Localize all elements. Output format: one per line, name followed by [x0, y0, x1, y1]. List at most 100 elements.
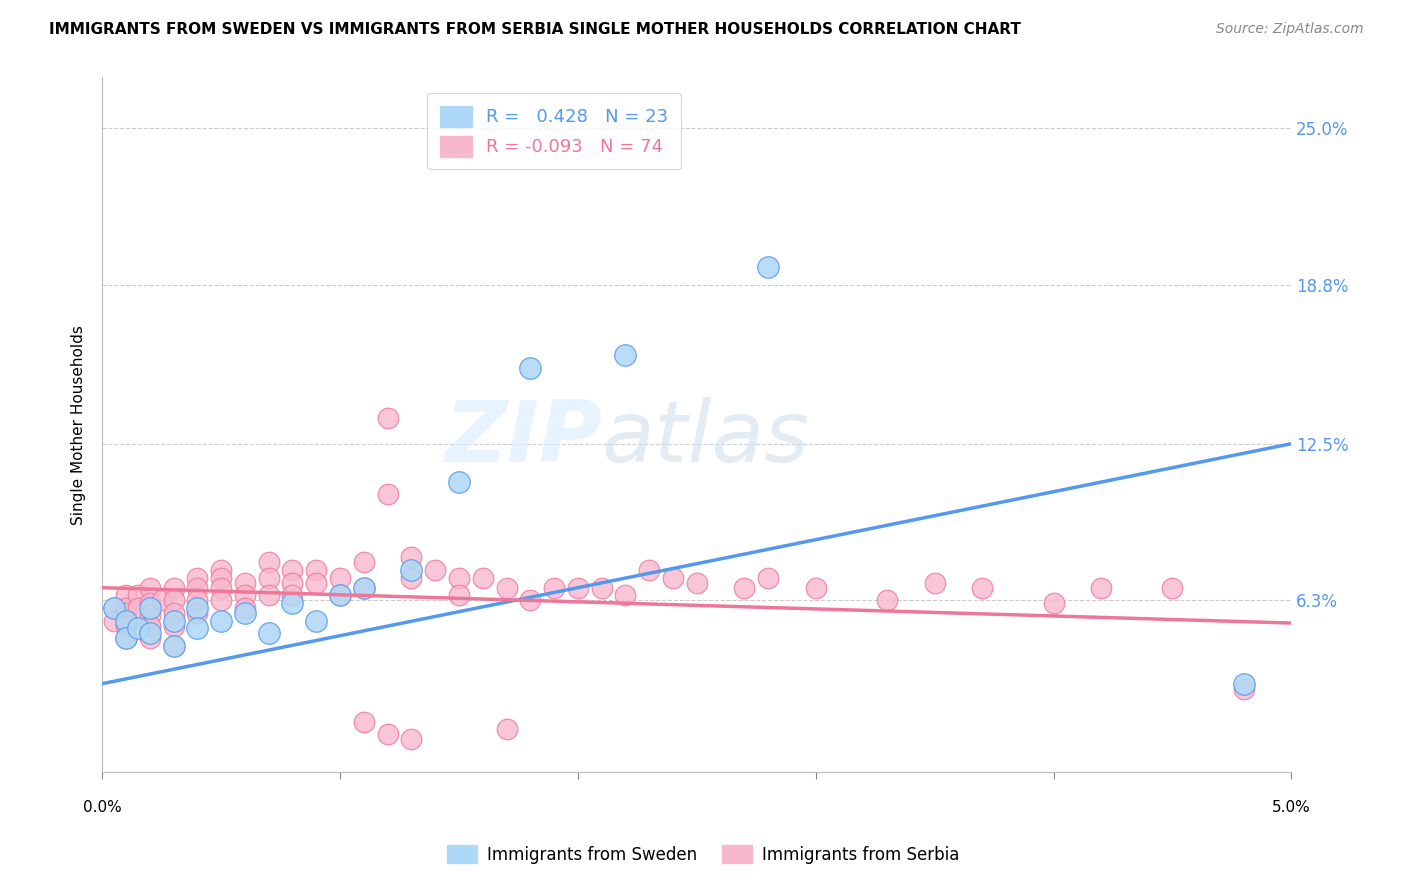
- Point: [139, 600, 162, 615]
- Point: [756, 571, 779, 585]
- Point: [162, 581, 184, 595]
- Point: [127, 588, 149, 602]
- Point: [305, 614, 328, 628]
- Point: [353, 581, 375, 595]
- Point: [209, 563, 232, 577]
- Point: [305, 575, 328, 590]
- Point: [186, 600, 208, 615]
- Point: [305, 563, 328, 577]
- Point: [401, 571, 423, 585]
- Text: atlas: atlas: [602, 397, 810, 480]
- Point: [495, 581, 517, 595]
- Point: [804, 581, 827, 595]
- Point: [401, 550, 423, 565]
- Point: [377, 727, 399, 741]
- Point: [281, 588, 304, 602]
- Point: [150, 593, 173, 607]
- Point: [353, 581, 375, 595]
- Point: [1090, 581, 1112, 595]
- Point: [186, 606, 208, 620]
- Point: [257, 571, 280, 585]
- Text: Source: ZipAtlas.com: Source: ZipAtlas.com: [1216, 22, 1364, 37]
- Point: [103, 614, 125, 628]
- Point: [115, 606, 138, 620]
- Point: [329, 571, 352, 585]
- Point: [186, 621, 208, 635]
- Point: [139, 626, 162, 640]
- Point: [115, 600, 138, 615]
- Text: 0.0%: 0.0%: [83, 800, 121, 815]
- Point: [281, 596, 304, 610]
- Point: [139, 581, 162, 595]
- Point: [162, 639, 184, 653]
- Point: [186, 593, 208, 607]
- Point: [209, 593, 232, 607]
- Point: [127, 600, 149, 615]
- Point: [103, 600, 125, 615]
- Legend: Immigrants from Sweden, Immigrants from Serbia: Immigrants from Sweden, Immigrants from …: [440, 838, 966, 871]
- Point: [519, 360, 541, 375]
- Point: [519, 593, 541, 607]
- Point: [162, 606, 184, 620]
- Point: [162, 593, 184, 607]
- Point: [329, 588, 352, 602]
- Point: [1233, 676, 1256, 690]
- Legend: R =   0.428   N = 23, R = -0.093   N = 74: R = 0.428 N = 23, R = -0.093 N = 74: [427, 94, 682, 169]
- Point: [401, 563, 423, 577]
- Point: [281, 575, 304, 590]
- Point: [1233, 681, 1256, 696]
- Point: [233, 575, 256, 590]
- Point: [329, 588, 352, 602]
- Point: [401, 732, 423, 747]
- Point: [257, 588, 280, 602]
- Point: [353, 556, 375, 570]
- Point: [139, 618, 162, 632]
- Point: [257, 556, 280, 570]
- Point: [733, 581, 755, 595]
- Point: [257, 626, 280, 640]
- Point: [127, 621, 149, 635]
- Point: [447, 588, 470, 602]
- Point: [495, 722, 517, 736]
- Point: [115, 588, 138, 602]
- Point: [876, 593, 898, 607]
- Point: [209, 581, 232, 595]
- Text: ZIP: ZIP: [444, 397, 602, 480]
- Point: [972, 581, 994, 595]
- Point: [162, 639, 184, 653]
- Point: [209, 614, 232, 628]
- Point: [377, 487, 399, 501]
- Point: [614, 348, 637, 362]
- Point: [567, 581, 589, 595]
- Point: [115, 618, 138, 632]
- Point: [209, 571, 232, 585]
- Point: [447, 475, 470, 489]
- Point: [924, 575, 946, 590]
- Point: [425, 563, 447, 577]
- Point: [756, 260, 779, 274]
- Point: [1161, 581, 1184, 595]
- Point: [1042, 596, 1064, 610]
- Point: [638, 563, 661, 577]
- Point: [353, 714, 375, 729]
- Point: [186, 581, 208, 595]
- Point: [377, 411, 399, 425]
- Text: IMMIGRANTS FROM SWEDEN VS IMMIGRANTS FROM SERBIA SINGLE MOTHER HOUSEHOLDS CORREL: IMMIGRANTS FROM SWEDEN VS IMMIGRANTS FRO…: [49, 22, 1021, 37]
- Point: [139, 608, 162, 623]
- Point: [686, 575, 709, 590]
- Point: [471, 571, 494, 585]
- Point: [139, 631, 162, 645]
- Point: [233, 606, 256, 620]
- Point: [162, 614, 184, 628]
- Point: [103, 600, 125, 615]
- Point: [115, 631, 138, 645]
- Point: [233, 600, 256, 615]
- Point: [662, 571, 685, 585]
- Text: 5.0%: 5.0%: [1272, 800, 1310, 815]
- Y-axis label: Single Mother Households: Single Mother Households: [72, 325, 86, 524]
- Point: [614, 588, 637, 602]
- Point: [447, 571, 470, 585]
- Point: [281, 563, 304, 577]
- Point: [543, 581, 565, 595]
- Point: [162, 618, 184, 632]
